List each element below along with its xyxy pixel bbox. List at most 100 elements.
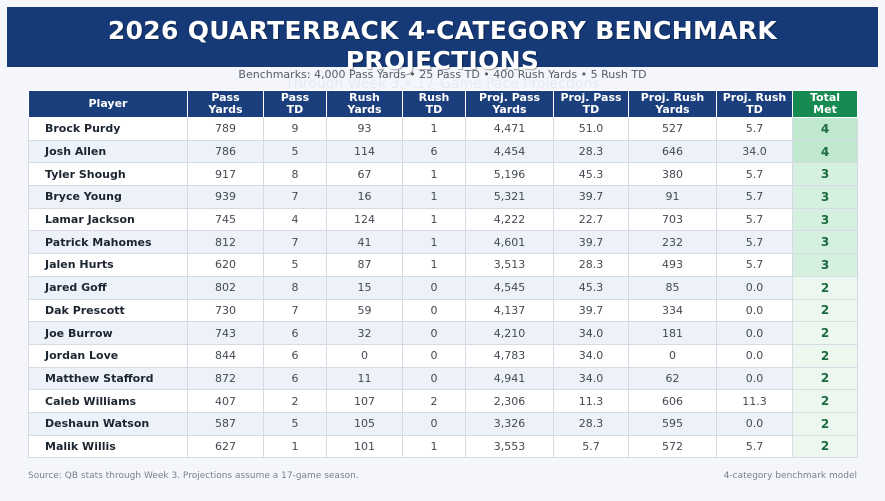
column-header: Proj. Pass Yards	[465, 90, 554, 118]
stat-cell: 5.7	[716, 434, 793, 459]
table-row: Bryce Young 939 7 16 1 5,321 39.7 91 5.7 3	[28, 185, 858, 209]
column-header: Total Met	[792, 90, 858, 118]
stat-cell: 730	[187, 298, 264, 323]
stat-cell: 28.3	[553, 139, 629, 164]
stat-cell: 39.7	[553, 298, 629, 323]
column-header-label: TD	[425, 103, 443, 116]
stat-cell: 5	[263, 253, 327, 277]
table-header-row: Player Pass Yards Pass TD Rush Yards Rush TD Proj…	[28, 90, 858, 118]
stat-cell: 786	[187, 139, 264, 164]
column-header-label: Player	[88, 97, 128, 110]
projections-table: Player Pass Yards Pass TD Rush Yards Rush TD Proj…	[28, 90, 858, 459]
total-met-cell: 4	[792, 117, 858, 141]
column-header-label: Proj. Pass	[560, 91, 622, 104]
stat-cell: 28.3	[553, 411, 629, 436]
table-row: Josh Allen 786 5 114 6 4,454 28.3 646 34.0 4	[28, 139, 858, 164]
total-met-cell: 2	[792, 321, 858, 345]
stat-cell: 872	[187, 366, 264, 391]
total-met-cell: 2	[792, 366, 858, 391]
player-name-cell: Jalen Hurts	[28, 253, 188, 277]
player-name-cell: Bryce Young	[28, 185, 188, 209]
column-header: Pass Yards	[187, 90, 264, 118]
table-row: Brock Purdy 789 9 93 1 4,471 51.0 527 5.7 4	[28, 117, 858, 141]
stat-cell: 87	[326, 253, 403, 277]
stat-cell: 5.7	[716, 162, 793, 187]
table-row: Jordan Love 844 6 0 0 4,783 34.0 0 0.0 2	[28, 343, 858, 368]
total-met-cell: 3	[792, 230, 858, 255]
stat-cell: 0	[402, 366, 466, 391]
stat-cell: 0	[402, 275, 466, 300]
player-name-cell: Josh Allen	[28, 139, 188, 164]
column-header-label: Yards	[655, 103, 690, 116]
stat-cell: 4,471	[465, 117, 554, 141]
stat-cell: 28.3	[553, 253, 629, 277]
player-name-cell: Matthew Stafford	[28, 366, 188, 391]
stat-cell: 1	[402, 162, 466, 187]
column-header: Proj. Rush Yards	[628, 90, 717, 118]
stat-cell: 4,601	[465, 230, 554, 255]
table-row: Patrick Mahomes 812 7 41 1 4,601 39.7 232 5.7 3	[28, 230, 858, 255]
stat-cell: 16	[326, 185, 403, 209]
stat-cell: 2	[402, 389, 466, 413]
stat-cell: 527	[628, 117, 717, 141]
stat-cell: 6	[402, 139, 466, 164]
stat-cell: 181	[628, 321, 717, 345]
player-name-cell: Deshaun Watson	[28, 411, 188, 436]
stat-cell: 0	[402, 411, 466, 436]
stat-cell: 0.0	[716, 366, 793, 391]
stat-cell: 4,545	[465, 275, 554, 300]
stat-cell: 0.0	[716, 343, 793, 368]
stat-cell: 5	[263, 411, 327, 436]
player-name-cell: Jared Goff	[28, 275, 188, 300]
column-header: Rush TD	[402, 90, 466, 118]
stat-cell: 407	[187, 389, 264, 413]
stat-cell: 4	[263, 207, 327, 232]
column-header: Player	[28, 90, 188, 118]
column-header-label: Total	[809, 91, 841, 104]
stat-cell: 101	[326, 434, 403, 459]
total-met-cell: 2	[792, 298, 858, 323]
stat-cell: 9	[263, 117, 327, 141]
stat-cell: 5.7	[716, 253, 793, 277]
stat-cell: 4,222	[465, 207, 554, 232]
column-header-label: Rush	[349, 91, 380, 104]
stat-cell: 34.0	[553, 366, 629, 391]
stat-cell: 93	[326, 117, 403, 141]
stat-cell: 812	[187, 230, 264, 255]
stat-cell: 5,321	[465, 185, 554, 209]
total-met-cell: 2	[792, 343, 858, 368]
stat-cell: 11.3	[716, 389, 793, 413]
stat-cell: 572	[628, 434, 717, 459]
table-row: Jalen Hurts 620 5 87 1 3,513 28.3 493 5.7 3	[28, 253, 858, 277]
stat-cell: 627	[187, 434, 264, 459]
column-header-label: TD	[746, 103, 763, 116]
stat-cell: 3,326	[465, 411, 554, 436]
stat-cell: 107	[326, 389, 403, 413]
stat-cell: 1	[402, 185, 466, 209]
total-met-cell: 3	[792, 162, 858, 187]
stat-cell: 6	[263, 343, 327, 368]
stat-cell: 0	[628, 343, 717, 368]
stat-cell: 11.3	[553, 389, 629, 413]
table-row: Jared Goff 802 8 15 0 4,545 45.3 85 0.0 2	[28, 275, 858, 300]
stat-cell: 45.3	[553, 162, 629, 187]
stat-cell: 3,553	[465, 434, 554, 459]
stat-cell: 232	[628, 230, 717, 255]
stat-cell: 34.0	[716, 139, 793, 164]
total-met-cell: 3	[792, 207, 858, 232]
stat-cell: 32	[326, 321, 403, 345]
stat-cell: 8	[263, 162, 327, 187]
stat-cell: 4,210	[465, 321, 554, 345]
table-row: Joe Burrow 743 6 32 0 4,210 34.0 181 0.0 2	[28, 321, 858, 345]
table-body: Brock Purdy 789 9 93 1 4,471 51.0 527 5.7 4 Josh A…	[28, 117, 858, 459]
column-header-label: Proj. Rush	[722, 91, 787, 104]
stat-cell: 7	[263, 185, 327, 209]
player-name-cell: Patrick Mahomes	[28, 230, 188, 255]
stat-cell: 39.7	[553, 185, 629, 209]
stat-cell: 939	[187, 185, 264, 209]
stat-cell: 22.7	[553, 207, 629, 232]
table-row: Dak Prescott 730 7 59 0 4,137 39.7 334 0.0 2	[28, 298, 858, 323]
column-header-label: TD	[286, 103, 304, 116]
player-name-cell: Malik Willis	[28, 434, 188, 459]
benchmarks-line: Benchmarks: 4,000 Pass Yards • 25 Pass T…	[238, 68, 647, 81]
